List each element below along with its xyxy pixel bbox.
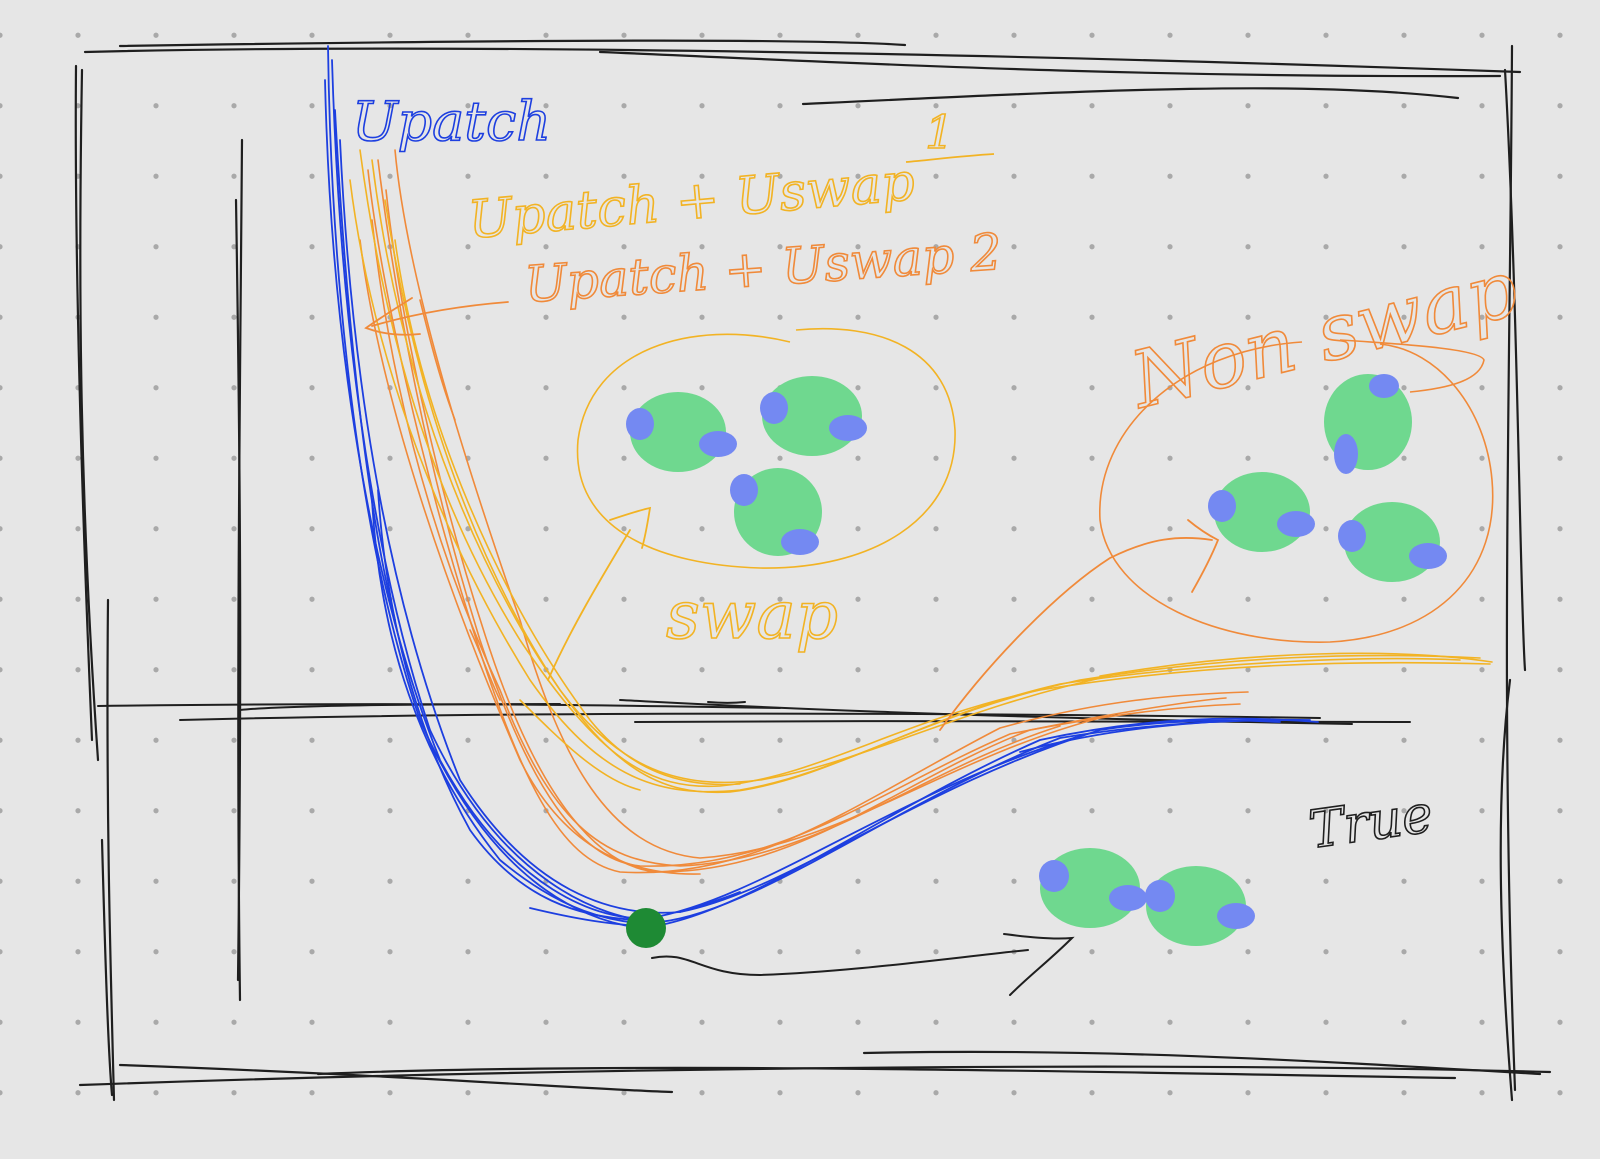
y-axis bbox=[234, 138, 244, 1002]
upatch-label: Upatch bbox=[352, 90, 551, 153]
minimum-point bbox=[626, 908, 666, 948]
swap-molecule bbox=[730, 468, 822, 556]
true-molecule bbox=[1039, 848, 1147, 928]
outer-frame bbox=[74, 39, 1552, 1102]
swap-molecule bbox=[760, 376, 867, 456]
non-swap-molecules bbox=[1208, 374, 1447, 582]
true-molecules bbox=[1039, 848, 1255, 946]
uswap-1-index: 1 bbox=[925, 105, 954, 159]
non-swap-ellipse bbox=[1099, 339, 1494, 643]
swap-molecules bbox=[626, 376, 867, 556]
non-swap-molecule bbox=[1338, 502, 1447, 582]
swap-arrow bbox=[547, 506, 652, 681]
swap-ellipse bbox=[576, 327, 956, 569]
true-molecule bbox=[1145, 866, 1255, 946]
uswap2-curve bbox=[359, 149, 1249, 875]
non-swap-molecule bbox=[1324, 374, 1412, 474]
uswap-1-index-underline bbox=[905, 153, 995, 163]
non-swap-arrow bbox=[939, 519, 1220, 731]
true-label: True bbox=[1305, 784, 1436, 861]
arrow-minimum-to-true bbox=[651, 933, 1075, 996]
swap-molecule bbox=[626, 392, 737, 472]
uswap-2-pointer bbox=[364, 297, 509, 336]
uswap1-curve bbox=[349, 149, 1493, 794]
non-swap-molecule bbox=[1208, 472, 1315, 552]
swap-label: swap bbox=[666, 577, 838, 654]
